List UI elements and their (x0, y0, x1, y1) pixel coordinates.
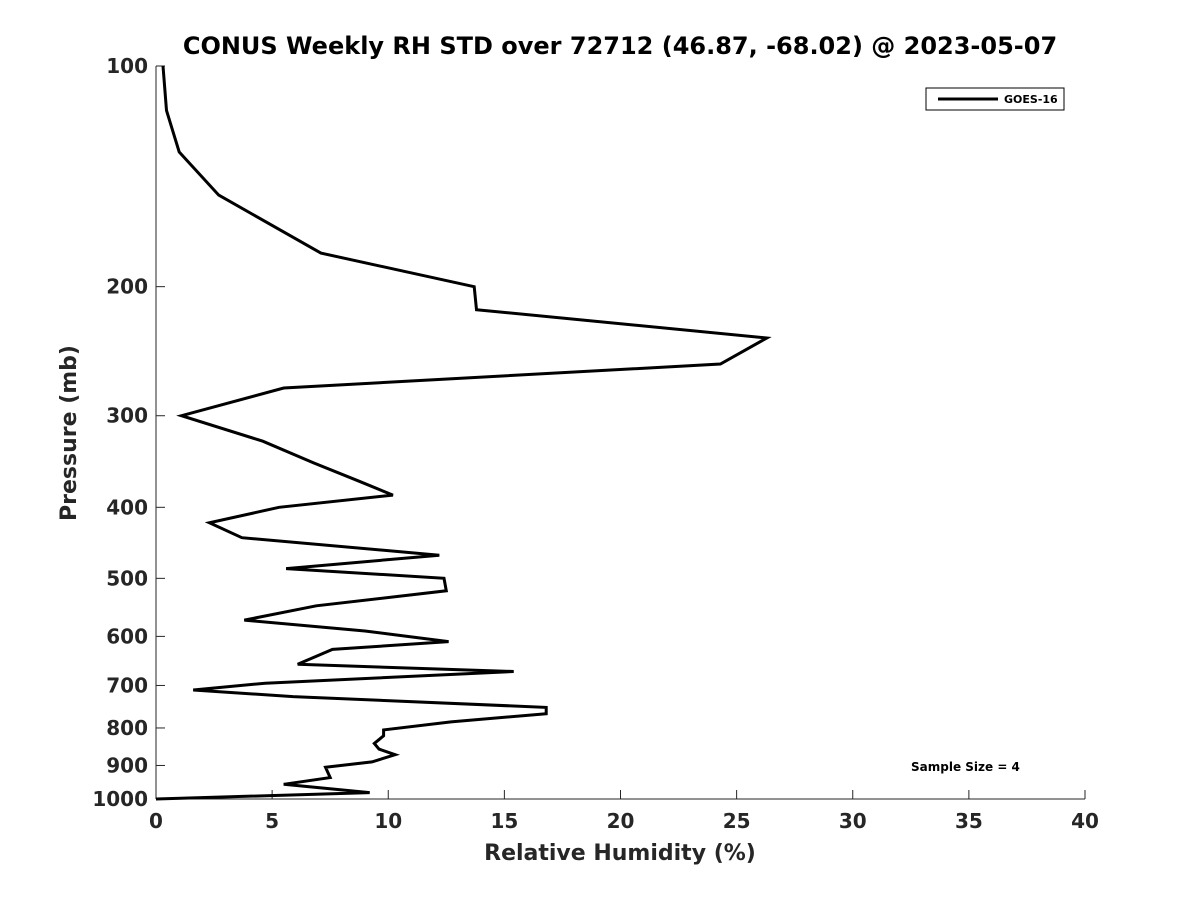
series-line-goes-16 (155, 65, 772, 801)
x-axis-ticks: 0 5 10 15 20 25 30 35 40 (149, 790, 1099, 833)
y-tick-label-300: 300 (106, 404, 148, 428)
y-tick-label-200: 200 (106, 275, 148, 299)
x-tick-label-0: 0 (149, 809, 163, 833)
chart-title: CONUS Weekly RH STD over 72712 (46.87, -… (183, 32, 1057, 60)
y-tick-label-900: 900 (106, 753, 148, 777)
x-tick-label-20: 20 (607, 809, 635, 833)
y-tick-label-500: 500 (106, 566, 148, 590)
y-tick-label-100: 100 (106, 54, 148, 78)
sample-size-annotation: Sample Size = 4 (911, 760, 1020, 774)
y-axis-title: Pressure (mb) (57, 345, 82, 521)
x-tick-label-10: 10 (374, 809, 402, 833)
plot-area: 0 5 10 15 20 25 30 35 40 100 200 300 400 500 600 700 80… (92, 54, 1099, 833)
y-tick-label-800: 800 (106, 716, 148, 740)
legend: GOES-16 (925, 87, 1065, 111)
x-tick-label-5: 5 (265, 809, 279, 833)
y-tick-label-400: 400 (106, 495, 148, 519)
x-axis-title: Relative Humidity (%) (484, 841, 756, 866)
legend-label-goes-16: GOES-16 (1004, 93, 1058, 106)
x-tick-label-30: 30 (839, 809, 867, 833)
y-tick-label-700: 700 (106, 673, 148, 697)
y-axis-ticks: 100 200 300 400 500 600 700 800 900 1000 (92, 54, 165, 811)
x-tick-label-25: 25 (723, 809, 751, 833)
y-tick-label-600: 600 (106, 624, 148, 648)
y-tick-label-1000: 1000 (92, 787, 148, 811)
x-tick-label-40: 40 (1071, 809, 1099, 833)
x-tick-label-35: 35 (955, 809, 983, 833)
x-tick-label-15: 15 (490, 809, 518, 833)
